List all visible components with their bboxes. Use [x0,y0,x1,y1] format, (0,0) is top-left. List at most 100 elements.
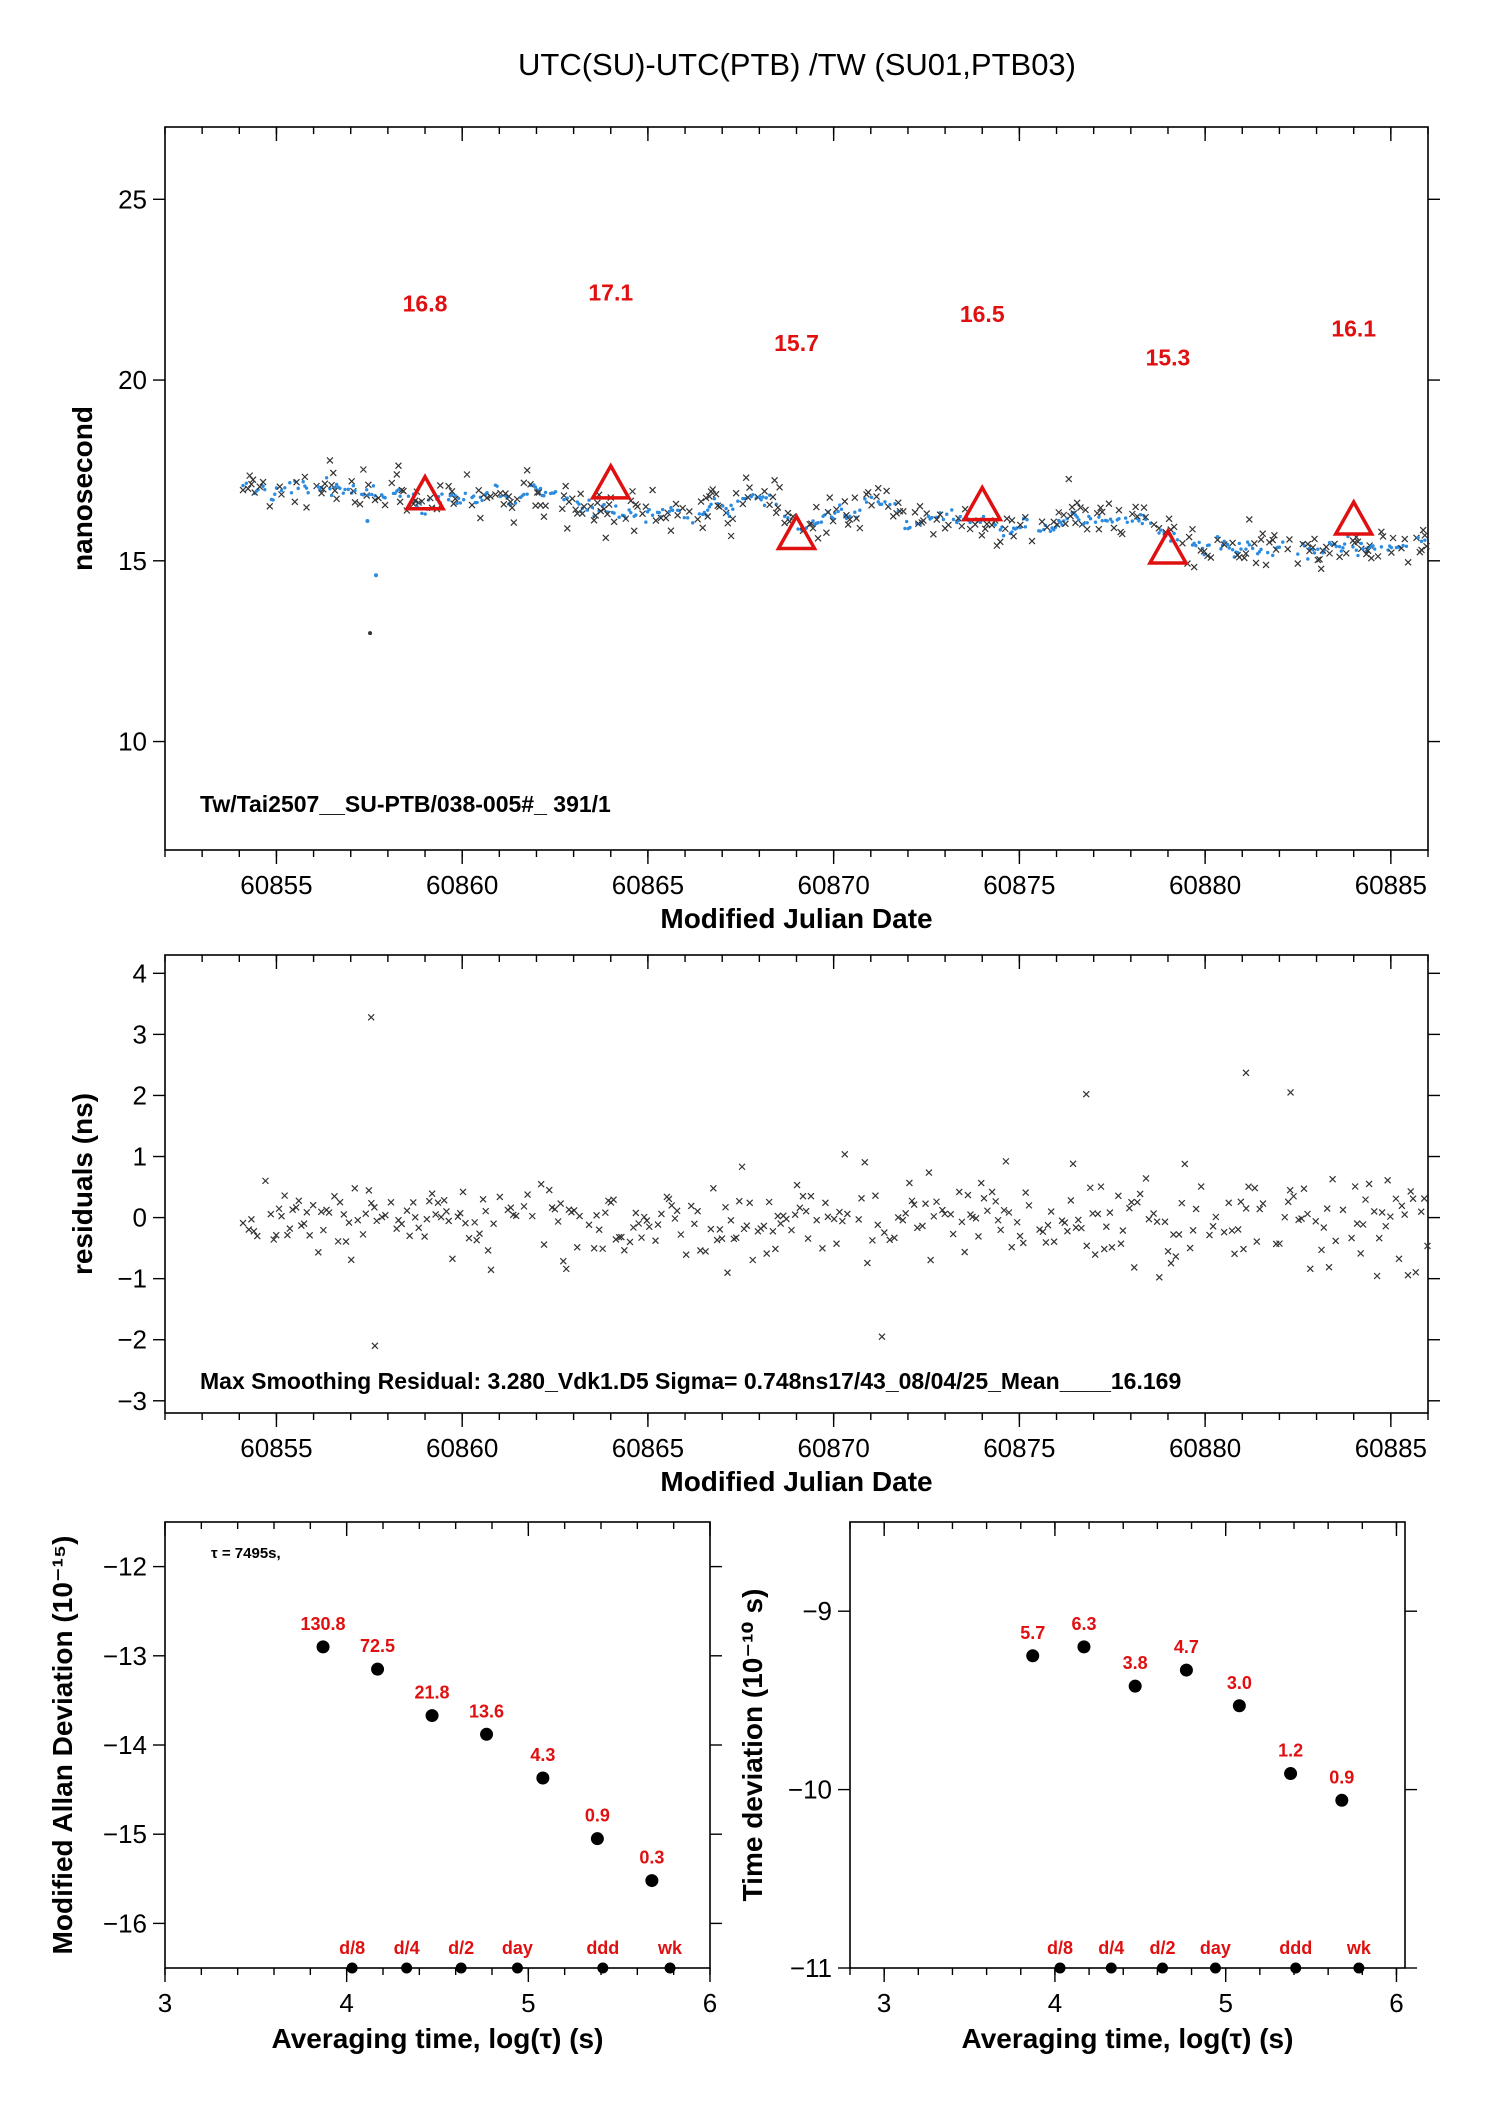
cross-point [930,1212,938,1220]
cross-point [804,1235,812,1242]
cross-point [425,1197,433,1205]
cross-point [622,515,630,523]
deviation-point [1179,1663,1193,1677]
cross-point [981,525,989,533]
tau-marker-label: day [502,1938,533,1958]
dot-point [463,491,468,495]
cross-point [1304,1210,1311,1218]
cross-point [697,498,705,506]
cross-point [1207,554,1215,562]
dot-point [761,495,765,499]
cross-point [540,1241,548,1248]
cross-point [1102,1223,1110,1231]
cross-point [760,1222,768,1230]
cross-point [1083,1242,1091,1250]
cross-point [599,1245,607,1253]
cross-point [673,1207,681,1215]
cross-point [1373,1272,1381,1280]
cross-point [1067,1196,1075,1204]
cross-point [1125,1204,1133,1212]
x-axis-title: Averaging time, log(τ) (s) [962,2023,1294,2054]
cross-point [331,487,339,495]
dot-point [461,498,466,502]
cross-point [1008,1243,1016,1251]
cross-point [325,1209,333,1216]
cross-point [1329,1175,1337,1183]
cross-point [1387,549,1395,557]
x-tick-label: 60870 [797,870,869,900]
cross-point [712,490,720,498]
cross-point [1306,1265,1314,1273]
dot-point [393,491,397,496]
cross-point [381,501,389,509]
cross-point [610,1196,617,1204]
x-tick-label: 5 [521,1988,535,2018]
cross-point [291,498,299,506]
dot-point [1379,545,1384,549]
cross-point [1008,516,1016,524]
cross-point [1262,561,1270,569]
y-tick-label: −10 [788,1775,832,1805]
cross-point [639,510,646,518]
cross-point [1316,555,1323,563]
cross-point [293,478,300,486]
cross-point [1404,558,1412,566]
y-tick-label: 4 [133,958,147,988]
cross-point [855,1216,863,1223]
cross-point [781,519,789,527]
cross-point [421,1233,429,1240]
dot-point [811,519,815,523]
cross-point [448,487,456,495]
cross-point [843,1210,851,1218]
cross-point [996,538,1004,546]
cross-point [844,521,852,528]
cross-point [1214,536,1221,544]
cross-point [367,1013,375,1021]
cross-point [395,462,402,470]
cross-point [331,1192,338,1200]
cross-point [1153,1218,1161,1226]
cross-point [247,1215,255,1223]
cross-point [590,1244,598,1252]
cross-point [1016,1232,1024,1240]
dot-point [288,481,292,485]
dot-point [690,521,695,525]
cross-point [841,1150,849,1158]
cross-point [520,1202,528,1210]
cross-point [880,1229,888,1236]
cross-point [267,1210,275,1218]
cross-point [359,466,367,473]
y-tick-label: −12 [103,1552,147,1582]
tau-marker-label: d/4 [394,1938,420,1958]
cross-point [1003,515,1011,523]
cross-point [727,1216,735,1224]
cross-point [605,501,613,508]
mean-triangle-marker [404,473,447,511]
cross-point [1220,1228,1228,1236]
cross-point [1001,525,1009,533]
cross-point [445,482,453,490]
cross-point [1287,1088,1294,1096]
cross-point [1212,1213,1220,1221]
cross-point [486,493,494,500]
cross-point [572,506,580,514]
cross-point [426,494,434,502]
cross-point [562,482,570,490]
dot-point [1110,520,1114,524]
dot-point [480,498,484,503]
dot-point [736,499,740,503]
cross-point [306,1231,314,1239]
cross-point [1209,1222,1217,1230]
deviation-point [425,1709,439,1723]
x-tick-label: 60865 [612,870,684,900]
dot-point [1329,542,1333,547]
cross-point [272,1231,280,1239]
cross-point [1290,1192,1298,1200]
cross-point [905,1179,913,1187]
cross-point [690,1220,698,1228]
deviation-value-label: 72.5 [360,1636,395,1656]
deviation-point [590,1832,604,1846]
cross-point [1082,1090,1090,1098]
cross-point [508,504,516,512]
dot-point [1097,515,1101,519]
